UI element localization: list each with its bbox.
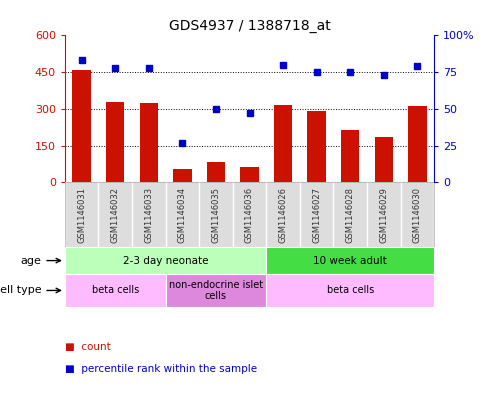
Title: GDS4937 / 1388718_at: GDS4937 / 1388718_at — [169, 19, 330, 33]
Text: GSM1146032: GSM1146032 — [111, 187, 120, 242]
Text: GSM1146031: GSM1146031 — [77, 187, 86, 242]
Bar — [106, 101, 124, 182]
Bar — [173, 169, 192, 182]
Bar — [207, 162, 225, 182]
Text: cell type: cell type — [0, 285, 60, 296]
Text: beta cells: beta cells — [326, 285, 374, 296]
Text: GSM1146028: GSM1146028 — [346, 187, 355, 242]
Bar — [274, 105, 292, 182]
Bar — [72, 70, 91, 182]
Bar — [375, 137, 393, 182]
Text: GSM1146029: GSM1146029 — [379, 187, 388, 242]
Text: GSM1146035: GSM1146035 — [212, 187, 221, 242]
Bar — [341, 130, 359, 182]
Text: non-endocrine islet
cells: non-endocrine islet cells — [169, 280, 263, 301]
Text: beta cells: beta cells — [92, 285, 139, 296]
Text: GSM1146026: GSM1146026 — [278, 187, 287, 242]
Bar — [408, 107, 427, 182]
Bar — [307, 111, 326, 182]
Text: GSM1146030: GSM1146030 — [413, 187, 422, 242]
Text: ■  count: ■ count — [65, 342, 111, 352]
Bar — [240, 167, 258, 182]
Bar — [166, 274, 266, 307]
Bar — [140, 103, 158, 182]
Text: age: age — [20, 255, 60, 266]
Bar — [65, 247, 266, 274]
Text: GSM1146036: GSM1146036 — [245, 187, 254, 243]
Text: 10 week adult: 10 week adult — [313, 255, 387, 266]
Text: GSM1146027: GSM1146027 — [312, 187, 321, 242]
Bar — [266, 247, 434, 274]
Bar — [266, 274, 434, 307]
Bar — [65, 274, 166, 307]
Text: ■  percentile rank within the sample: ■ percentile rank within the sample — [65, 364, 257, 373]
Text: GSM1146033: GSM1146033 — [144, 187, 153, 243]
Text: GSM1146034: GSM1146034 — [178, 187, 187, 242]
Text: 2-3 day neonate: 2-3 day neonate — [123, 255, 208, 266]
